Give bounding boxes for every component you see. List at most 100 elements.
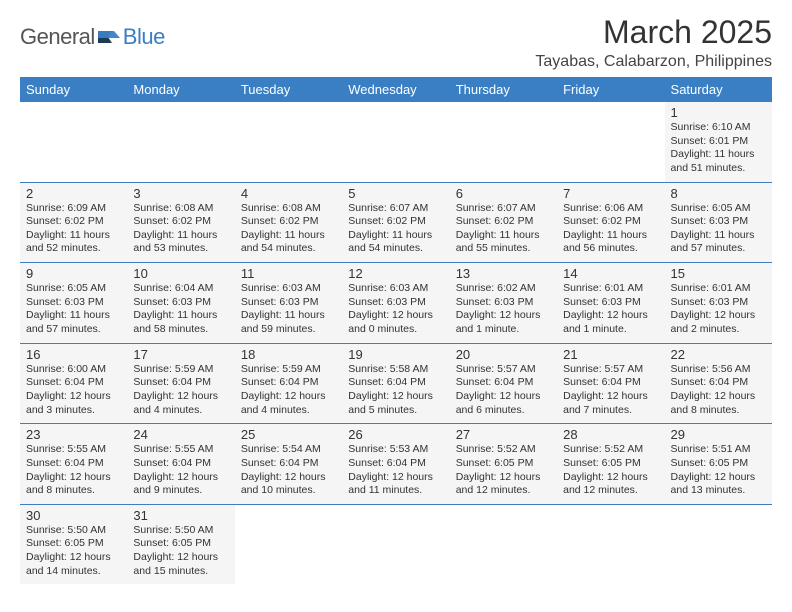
day-number: 6 bbox=[456, 186, 551, 201]
day-number: 12 bbox=[348, 266, 443, 281]
day-info: Sunrise: 5:58 AMSunset: 6:04 PMDaylight:… bbox=[348, 363, 443, 418]
calendar-cell: 25Sunrise: 5:54 AMSunset: 6:04 PMDayligh… bbox=[235, 424, 342, 505]
calendar-cell: 23Sunrise: 5:55 AMSunset: 6:04 PMDayligh… bbox=[20, 424, 127, 505]
day-number: 17 bbox=[133, 347, 228, 362]
day-info: Sunrise: 5:50 AMSunset: 6:05 PMDaylight:… bbox=[26, 524, 121, 579]
day-info: Sunrise: 6:05 AMSunset: 6:03 PMDaylight:… bbox=[671, 202, 766, 257]
calendar-cell-empty bbox=[450, 102, 557, 182]
header: General Blue March 2025 Tayabas, Calabar… bbox=[20, 14, 772, 71]
day-number: 13 bbox=[456, 266, 551, 281]
location-text: Tayabas, Calabarzon, Philippines bbox=[535, 53, 772, 71]
calendar-cell: 2Sunrise: 6:09 AMSunset: 6:02 PMDaylight… bbox=[20, 182, 127, 263]
calendar-cell: 29Sunrise: 5:51 AMSunset: 6:05 PMDayligh… bbox=[665, 424, 772, 505]
month-title: March 2025 bbox=[535, 14, 772, 51]
day-number: 11 bbox=[241, 266, 336, 281]
calendar-cell: 1Sunrise: 6:10 AMSunset: 6:01 PMDaylight… bbox=[665, 102, 772, 182]
calendar-cell-empty bbox=[20, 102, 127, 182]
day-info: Sunrise: 6:04 AMSunset: 6:03 PMDaylight:… bbox=[133, 282, 228, 337]
day-number: 1 bbox=[671, 105, 766, 120]
weekday-header: Tuesday bbox=[235, 77, 342, 102]
day-info: Sunrise: 6:01 AMSunset: 6:03 PMDaylight:… bbox=[671, 282, 766, 337]
day-info: Sunrise: 6:00 AMSunset: 6:04 PMDaylight:… bbox=[26, 363, 121, 418]
weekday-header: Monday bbox=[127, 77, 234, 102]
calendar-cell: 17Sunrise: 5:59 AMSunset: 6:04 PMDayligh… bbox=[127, 343, 234, 424]
calendar-cell: 11Sunrise: 6:03 AMSunset: 6:03 PMDayligh… bbox=[235, 263, 342, 344]
day-info: Sunrise: 6:10 AMSunset: 6:01 PMDaylight:… bbox=[671, 121, 766, 176]
day-number: 23 bbox=[26, 427, 121, 442]
day-info: Sunrise: 6:07 AMSunset: 6:02 PMDaylight:… bbox=[348, 202, 443, 257]
day-number: 7 bbox=[563, 186, 658, 201]
day-info: Sunrise: 5:59 AMSunset: 6:04 PMDaylight:… bbox=[241, 363, 336, 418]
calendar-cell: 15Sunrise: 6:01 AMSunset: 6:03 PMDayligh… bbox=[665, 263, 772, 344]
day-info: Sunrise: 5:57 AMSunset: 6:04 PMDaylight:… bbox=[563, 363, 658, 418]
day-info: Sunrise: 6:09 AMSunset: 6:02 PMDaylight:… bbox=[26, 202, 121, 257]
day-number: 20 bbox=[456, 347, 551, 362]
calendar-cell-empty bbox=[450, 504, 557, 584]
day-info: Sunrise: 5:56 AMSunset: 6:04 PMDaylight:… bbox=[671, 363, 766, 418]
day-number: 4 bbox=[241, 186, 336, 201]
calendar-cell: 4Sunrise: 6:08 AMSunset: 6:02 PMDaylight… bbox=[235, 182, 342, 263]
calendar-cell: 12Sunrise: 6:03 AMSunset: 6:03 PMDayligh… bbox=[342, 263, 449, 344]
calendar-cell: 14Sunrise: 6:01 AMSunset: 6:03 PMDayligh… bbox=[557, 263, 664, 344]
day-number: 9 bbox=[26, 266, 121, 281]
day-number: 30 bbox=[26, 508, 121, 523]
day-info: Sunrise: 5:57 AMSunset: 6:04 PMDaylight:… bbox=[456, 363, 551, 418]
day-number: 21 bbox=[563, 347, 658, 362]
day-number: 14 bbox=[563, 266, 658, 281]
day-info: Sunrise: 6:07 AMSunset: 6:02 PMDaylight:… bbox=[456, 202, 551, 257]
day-number: 19 bbox=[348, 347, 443, 362]
calendar-cell: 30Sunrise: 5:50 AMSunset: 6:05 PMDayligh… bbox=[20, 504, 127, 584]
calendar-cell: 8Sunrise: 6:05 AMSunset: 6:03 PMDaylight… bbox=[665, 182, 772, 263]
day-info: Sunrise: 6:08 AMSunset: 6:02 PMDaylight:… bbox=[133, 202, 228, 257]
flag-icon bbox=[98, 28, 120, 46]
calendar-cell-empty bbox=[665, 504, 772, 584]
calendar-cell: 27Sunrise: 5:52 AMSunset: 6:05 PMDayligh… bbox=[450, 424, 557, 505]
calendar-cell-empty bbox=[342, 102, 449, 182]
day-info: Sunrise: 5:54 AMSunset: 6:04 PMDaylight:… bbox=[241, 443, 336, 498]
calendar-cell: 24Sunrise: 5:55 AMSunset: 6:04 PMDayligh… bbox=[127, 424, 234, 505]
day-number: 22 bbox=[671, 347, 766, 362]
calendar-body: 1Sunrise: 6:10 AMSunset: 6:01 PMDaylight… bbox=[20, 102, 772, 584]
calendar-cell: 22Sunrise: 5:56 AMSunset: 6:04 PMDayligh… bbox=[665, 343, 772, 424]
day-number: 25 bbox=[241, 427, 336, 442]
day-info: Sunrise: 5:52 AMSunset: 6:05 PMDaylight:… bbox=[456, 443, 551, 498]
calendar-cell: 6Sunrise: 6:07 AMSunset: 6:02 PMDaylight… bbox=[450, 182, 557, 263]
day-number: 10 bbox=[133, 266, 228, 281]
day-info: Sunrise: 5:59 AMSunset: 6:04 PMDaylight:… bbox=[133, 363, 228, 418]
weekday-header: Friday bbox=[557, 77, 664, 102]
day-info: Sunrise: 6:03 AMSunset: 6:03 PMDaylight:… bbox=[348, 282, 443, 337]
calendar-cell: 18Sunrise: 5:59 AMSunset: 6:04 PMDayligh… bbox=[235, 343, 342, 424]
weekday-header: Saturday bbox=[665, 77, 772, 102]
calendar-cell: 20Sunrise: 5:57 AMSunset: 6:04 PMDayligh… bbox=[450, 343, 557, 424]
day-info: Sunrise: 6:02 AMSunset: 6:03 PMDaylight:… bbox=[456, 282, 551, 337]
day-info: Sunrise: 5:53 AMSunset: 6:04 PMDaylight:… bbox=[348, 443, 443, 498]
calendar-cell-empty bbox=[235, 504, 342, 584]
calendar-cell: 3Sunrise: 6:08 AMSunset: 6:02 PMDaylight… bbox=[127, 182, 234, 263]
day-number: 26 bbox=[348, 427, 443, 442]
day-info: Sunrise: 6:01 AMSunset: 6:03 PMDaylight:… bbox=[563, 282, 658, 337]
calendar-cell: 13Sunrise: 6:02 AMSunset: 6:03 PMDayligh… bbox=[450, 263, 557, 344]
calendar-cell-empty bbox=[557, 504, 664, 584]
calendar-cell: 9Sunrise: 6:05 AMSunset: 6:03 PMDaylight… bbox=[20, 263, 127, 344]
day-number: 8 bbox=[671, 186, 766, 201]
weekday-header: Thursday bbox=[450, 77, 557, 102]
logo-text-general: General bbox=[20, 24, 95, 50]
day-number: 27 bbox=[456, 427, 551, 442]
calendar-cell: 7Sunrise: 6:06 AMSunset: 6:02 PMDaylight… bbox=[557, 182, 664, 263]
day-number: 18 bbox=[241, 347, 336, 362]
calendar-cell: 19Sunrise: 5:58 AMSunset: 6:04 PMDayligh… bbox=[342, 343, 449, 424]
day-number: 5 bbox=[348, 186, 443, 201]
day-number: 24 bbox=[133, 427, 228, 442]
day-info: Sunrise: 5:51 AMSunset: 6:05 PMDaylight:… bbox=[671, 443, 766, 498]
logo-text-blue: Blue bbox=[123, 24, 165, 50]
calendar-header-row: SundayMondayTuesdayWednesdayThursdayFrid… bbox=[20, 77, 772, 102]
day-info: Sunrise: 5:50 AMSunset: 6:05 PMDaylight:… bbox=[133, 524, 228, 579]
calendar-cell: 5Sunrise: 6:07 AMSunset: 6:02 PMDaylight… bbox=[342, 182, 449, 263]
day-info: Sunrise: 6:03 AMSunset: 6:03 PMDaylight:… bbox=[241, 282, 336, 337]
day-number: 31 bbox=[133, 508, 228, 523]
day-number: 15 bbox=[671, 266, 766, 281]
calendar-table: SundayMondayTuesdayWednesdayThursdayFrid… bbox=[20, 77, 772, 584]
day-info: Sunrise: 5:55 AMSunset: 6:04 PMDaylight:… bbox=[26, 443, 121, 498]
calendar-cell-empty bbox=[235, 102, 342, 182]
calendar-cell: 28Sunrise: 5:52 AMSunset: 6:05 PMDayligh… bbox=[557, 424, 664, 505]
